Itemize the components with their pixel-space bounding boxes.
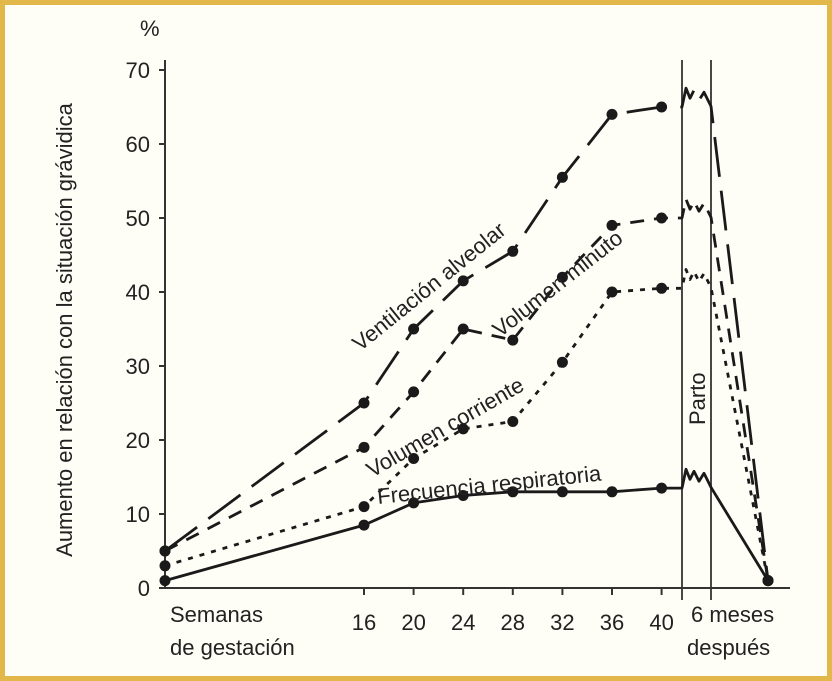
after-label-1: 6 meses xyxy=(691,602,774,627)
x-tick-label: 28 xyxy=(501,610,525,635)
y-axis-title: Aumento en relación con la situación grá… xyxy=(52,102,77,556)
x-tick-label: 16 xyxy=(352,610,376,635)
y-tick-label: 60 xyxy=(126,132,150,157)
data-point xyxy=(408,453,420,464)
data-point xyxy=(507,486,519,498)
x-tick-label: 36 xyxy=(600,610,624,635)
y-tick-label: 30 xyxy=(126,354,150,379)
data-point xyxy=(159,560,171,572)
data-point xyxy=(656,482,668,494)
y-unit-label: % xyxy=(140,16,160,41)
data-point xyxy=(606,108,618,120)
series-line xyxy=(164,197,770,581)
data-point xyxy=(606,486,618,498)
data-point xyxy=(507,416,519,427)
data-point xyxy=(556,486,568,498)
data-point xyxy=(507,245,519,257)
data-point xyxy=(556,271,568,283)
data-point xyxy=(556,171,568,183)
data-point xyxy=(457,423,469,435)
data-point xyxy=(457,275,469,287)
x-axis-title-2: de gestación xyxy=(170,635,295,660)
x-tick-label: 40 xyxy=(649,610,673,635)
data-point xyxy=(358,441,370,453)
y-tick-label: 0 xyxy=(138,576,150,601)
series-name-label: Volumen minuto xyxy=(488,225,628,342)
data-point xyxy=(408,323,420,335)
series-line xyxy=(164,467,770,582)
x-axis-title-1: Semanas xyxy=(170,602,263,627)
y-tick-label: 50 xyxy=(126,206,150,231)
data-point xyxy=(556,356,568,368)
data-point xyxy=(358,501,370,513)
data-point xyxy=(507,334,519,346)
series-name-label: Volumen corriente xyxy=(362,372,528,482)
axes: 0 10 20 30 40 50 60 70 16 20 24 28 32 36 40 xyxy=(126,58,790,635)
data-point xyxy=(656,282,668,294)
data-point xyxy=(408,386,420,398)
series-line xyxy=(164,268,770,581)
series-name-label: Frecuencia respiratoria xyxy=(376,461,603,509)
y-tick-label: 70 xyxy=(126,58,150,83)
data-point xyxy=(457,323,469,335)
x-tick-label: 32 xyxy=(550,610,574,635)
series-lines xyxy=(159,86,774,587)
data-point xyxy=(606,286,618,298)
data-point xyxy=(358,397,370,409)
y-tick-label: 10 xyxy=(126,502,150,527)
data-point xyxy=(159,545,171,557)
series-name-label: Ventilación alveolar xyxy=(347,217,510,356)
y-tick-label: 40 xyxy=(126,280,150,305)
y-tick-label: 20 xyxy=(126,428,150,453)
x-tick-label: 24 xyxy=(451,610,475,635)
x-tick-label: 20 xyxy=(401,610,425,635)
data-point xyxy=(606,219,618,231)
data-point xyxy=(656,212,668,224)
data-point xyxy=(457,490,469,501)
after-label-2: después xyxy=(687,635,770,660)
data-point xyxy=(408,497,420,509)
parto-label: Parto xyxy=(685,372,710,425)
data-point xyxy=(358,519,370,531)
data-point xyxy=(762,575,774,587)
series-line xyxy=(164,86,770,581)
data-point xyxy=(656,101,668,113)
data-point xyxy=(159,575,171,587)
